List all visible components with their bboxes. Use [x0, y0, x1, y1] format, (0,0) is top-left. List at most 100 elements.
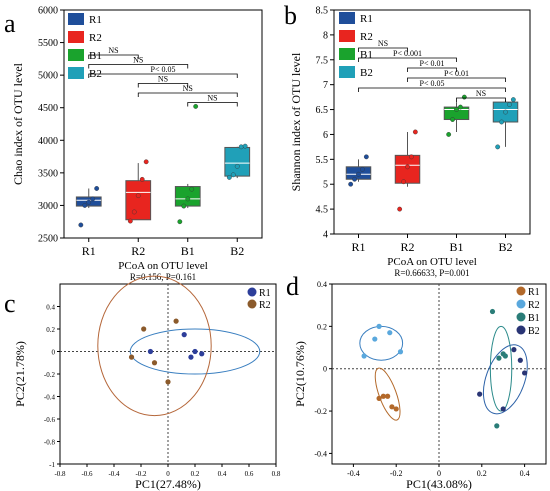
d-point-R2 — [361, 353, 367, 359]
a-data-point — [127, 218, 133, 224]
a-sig-label: NS — [108, 46, 118, 55]
b-data-point — [363, 154, 369, 160]
a-sig-label: NS — [207, 94, 217, 103]
c-x-tick-label: 0.8 — [272, 470, 281, 478]
d-legend-marker — [516, 286, 526, 296]
a-y-tick-label: 4500 — [38, 103, 58, 114]
d-point-B2 — [522, 370, 528, 376]
d-y-axis-title: PC2(10.76%) — [293, 341, 307, 407]
b-data-point — [458, 104, 463, 110]
d-x-axis-title: PC1(43.08%) — [406, 477, 472, 491]
a-footer-title: PCoA on OTU level — [118, 260, 208, 272]
d-y-tick-label: 0.4 — [317, 280, 327, 289]
panel-label-c: c — [4, 289, 16, 318]
a-data-point — [185, 196, 191, 202]
a-box-R2 — [125, 180, 152, 221]
c-point-R1 — [192, 348, 198, 355]
c-x-axis-title: PC1(27.48%) — [135, 477, 201, 491]
d-point-R2 — [387, 330, 393, 336]
c-point-R1 — [181, 332, 187, 338]
b-box-R2 — [394, 154, 421, 184]
c-x-tick-label: -0.2 — [135, 470, 147, 478]
b-x-tick-label: R1 — [351, 240, 365, 254]
b-legend-label: R1 — [360, 13, 373, 25]
d-legend-label: B2 — [528, 326, 540, 337]
c-x-tick-label: 0.4 — [218, 470, 227, 478]
a-x-tick-label: B2 — [230, 244, 244, 258]
a-data-point — [135, 193, 141, 199]
a-legend-label: B1 — [89, 50, 102, 62]
b-y-tick-label: 4 — [323, 230, 328, 241]
b-data-point — [499, 119, 504, 125]
a-sig-label: NS — [133, 56, 143, 65]
d-point-R2 — [376, 323, 382, 329]
b-data-point — [412, 129, 418, 135]
b-data-point — [397, 206, 403, 212]
a-y-tick-label: 3000 — [38, 201, 58, 212]
b-legend-label: B2 — [360, 67, 373, 79]
c-point-R2 — [128, 354, 135, 360]
a-plot-frame — [63, 9, 263, 239]
d-point-B1 — [502, 353, 508, 359]
b-y-tick-label: 4.5 — [316, 205, 329, 216]
a-sig-bracket — [88, 73, 238, 78]
b-footer-title: PCoA on OTU level — [387, 256, 477, 268]
c-legend-marker — [247, 299, 257, 309]
b-sig-bracket — [407, 67, 457, 72]
b-data-point — [405, 164, 410, 170]
b-data-point — [401, 179, 406, 185]
a-data-point — [86, 199, 92, 205]
c-y-tick-label: -0.8 — [44, 439, 56, 447]
c-legend-label: R1 — [259, 288, 271, 299]
b-sig-label: P< 0.05 — [420, 79, 445, 88]
a-sig-label: P< 0.05 — [151, 65, 176, 74]
c-legend-marker — [247, 287, 257, 297]
a-data-point — [82, 203, 88, 208]
b-data-point — [409, 154, 414, 160]
b-y-axis-title: Shannon index of OTU level — [289, 52, 303, 191]
b-sig-label: P< 0.001 — [393, 49, 422, 58]
a-y-tick-label: 4000 — [38, 136, 58, 147]
a-y-tick-label: 5000 — [38, 71, 58, 82]
c-x-tick-label: -0.8 — [54, 470, 66, 478]
a-data-point — [242, 143, 248, 149]
c-y-tick-label: 0.4 — [46, 304, 55, 312]
b-data-point — [461, 94, 467, 100]
a-data-point — [238, 144, 244, 150]
c-point-R1 — [188, 354, 194, 360]
b-data-point — [356, 171, 361, 177]
c-point-R2 — [151, 360, 158, 366]
b-y-tick-label: 8 — [323, 30, 328, 41]
a-y-tick-label: 6000 — [38, 6, 58, 17]
d-point-B1 — [496, 355, 502, 361]
d-legend-marker — [516, 325, 526, 335]
a-sig-bracket — [137, 83, 189, 88]
c-x-tick-label: -0.4 — [108, 470, 120, 478]
a-data-point — [189, 186, 195, 192]
b-data-point — [360, 166, 365, 172]
a-sig-bracket — [88, 54, 139, 59]
d-y-tick-label: 0 — [323, 365, 327, 374]
c-y-tick-label: 0 — [52, 349, 56, 357]
b-data-point — [454, 107, 459, 112]
a-data-point — [193, 104, 199, 109]
d-point-B2 — [511, 347, 517, 353]
d-point-B2 — [517, 357, 523, 363]
a-sig-bracket — [137, 92, 238, 97]
a-legend-label: R1 — [89, 14, 102, 26]
d-point-R2 — [397, 349, 404, 355]
d-point-R1 — [376, 395, 382, 401]
d-point-R1 — [389, 404, 395, 410]
b-legend-swatch — [339, 66, 355, 78]
b-footer-stat: R=0.66633, P=0.001 — [394, 268, 469, 278]
b-y-tick-label: 8.5 — [316, 6, 329, 17]
d-legend-label: R2 — [528, 300, 540, 311]
panel-label-a: a — [4, 9, 16, 38]
a-data-point — [78, 222, 84, 228]
a-data-point — [143, 159, 149, 165]
a-y-axis-title: Chao index of OTU level — [11, 62, 25, 185]
c-y-axis-title: PC2(21.78%) — [13, 341, 27, 407]
a-legend-swatch — [68, 67, 84, 79]
d-ellipse-B1 — [489, 325, 513, 412]
d-x-tick-label: 0.4 — [520, 469, 530, 478]
